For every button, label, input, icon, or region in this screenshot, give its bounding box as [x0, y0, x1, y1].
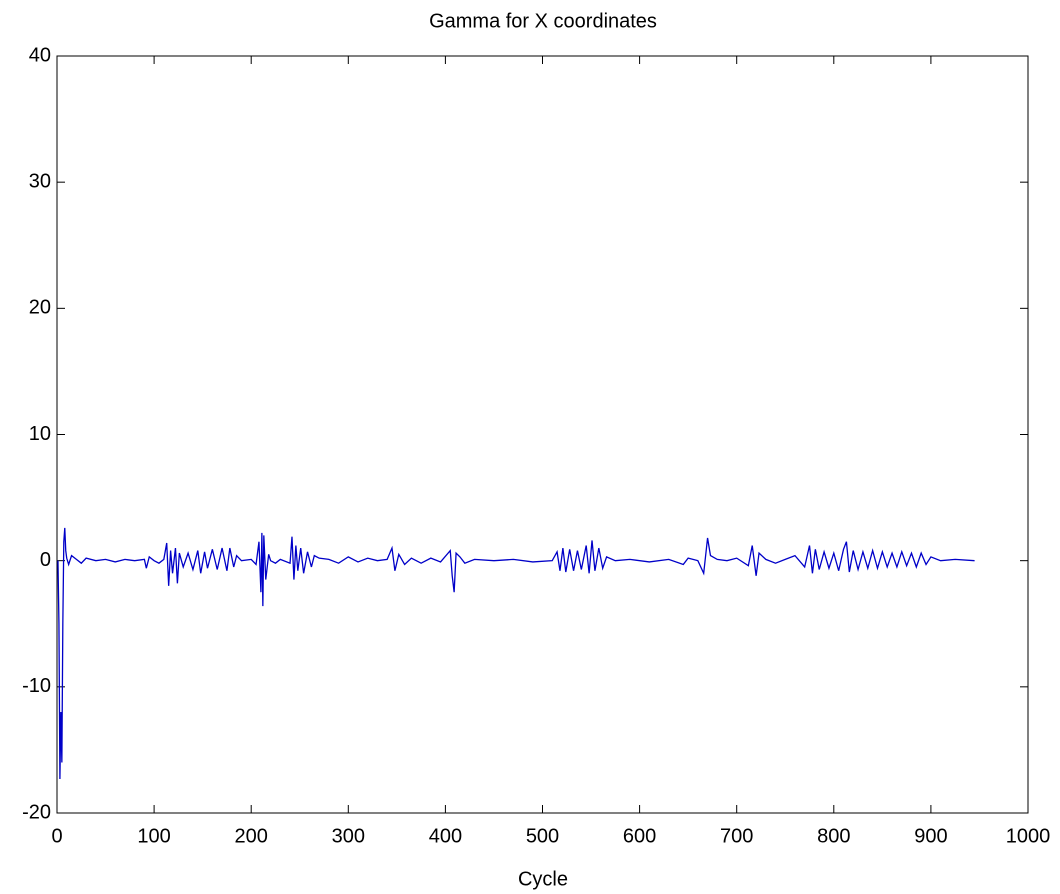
x-tick-label: 500	[526, 825, 559, 847]
x-axis-label: Cycle	[518, 868, 568, 890]
x-tick-label: 900	[914, 825, 947, 847]
x-tick-label: 700	[720, 825, 753, 847]
x-tick-label: 300	[332, 825, 365, 847]
y-tick-label: 0	[40, 549, 51, 571]
y-tick-label: 20	[29, 297, 51, 319]
y-tick-label: 40	[29, 44, 51, 66]
y-tick-label: -10	[22, 675, 51, 697]
x-tick-label: 600	[623, 825, 656, 847]
x-tick-label: 400	[429, 825, 462, 847]
x-tick-label: 0	[51, 825, 62, 847]
data-line	[57, 527, 975, 779]
plot-frame	[56, 55, 1029, 814]
x-tick-label: 200	[235, 825, 268, 847]
y-tick-label: 10	[29, 423, 51, 445]
y-tick-label: -20	[22, 801, 51, 823]
y-tick-label: 30	[29, 170, 51, 192]
chart-title: Gamma for X coordinates	[429, 10, 657, 32]
x-tick-label: 100	[137, 825, 170, 847]
x-tick-label: 800	[817, 825, 850, 847]
x-tick-label: 1000	[1006, 825, 1051, 847]
